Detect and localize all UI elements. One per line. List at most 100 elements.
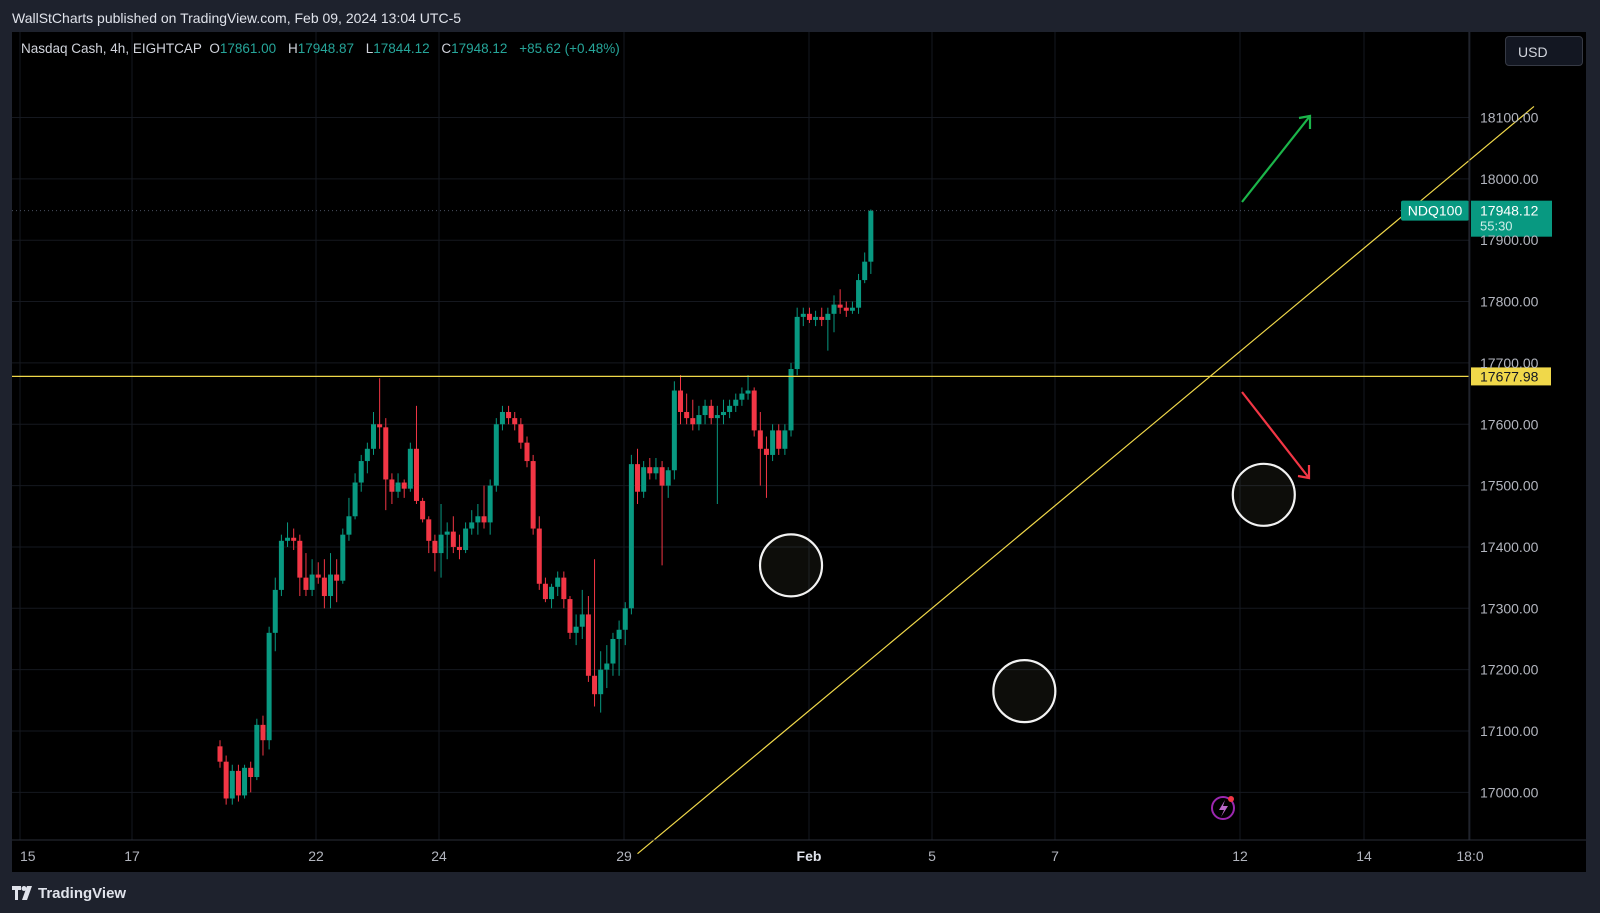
candle-body (708, 405, 714, 419)
candle-body (426, 519, 432, 541)
candle-body (763, 448, 769, 455)
candle-body (272, 589, 278, 633)
chart-area[interactable]: 17677.98 NDQ100 17948.12 55:30 17000.00 1710… (12, 32, 1586, 872)
candle-body (469, 522, 475, 529)
candle-body (856, 280, 862, 308)
grid (12, 32, 1471, 840)
candle-body (598, 669, 604, 695)
candle-body (567, 599, 573, 633)
candle-body (524, 442, 530, 462)
candle-body (794, 316, 800, 370)
candle-body (475, 516, 481, 523)
price-tick-label: 18100.00 (1480, 110, 1539, 126)
candle-body (561, 577, 567, 600)
candle-body (371, 424, 376, 449)
trendline-layer (637, 105, 1535, 855)
price-tick-label: 17700.00 (1480, 355, 1539, 371)
symbol-legend: Nasdaq Cash, 4h, EIGHTCAP O17861.00 H179… (21, 41, 628, 56)
candle-body (530, 461, 536, 529)
candle-body (456, 546, 462, 551)
symbol-tag-label: NDQ100 (1408, 203, 1463, 219)
candle-body (800, 313, 806, 317)
candle-body (432, 540, 438, 554)
candle-body (653, 467, 659, 474)
footer-bar: TradingView (0, 872, 1600, 913)
price-tick-label: 17600.00 (1480, 416, 1539, 432)
notification-dot (1228, 796, 1234, 802)
candle-body (671, 390, 677, 471)
candle-body (782, 430, 788, 449)
price-tick-label: 17100.00 (1480, 723, 1539, 739)
candle-body (647, 467, 653, 474)
price-tick-label: 17300.00 (1480, 600, 1539, 616)
level-price-tag (1471, 367, 1551, 386)
brand-name: TradingView (38, 885, 127, 902)
time-tick-label: 22 (308, 848, 324, 864)
candle-body (315, 574, 321, 578)
candle-body (463, 528, 469, 551)
candle-body (334, 574, 340, 581)
open-label: O (209, 41, 220, 56)
candle-body (438, 534, 444, 554)
candle-body (770, 430, 776, 455)
candle-body (659, 467, 665, 486)
candle-body (229, 770, 235, 799)
highlight-circle (992, 659, 1057, 724)
candle-body (745, 390, 751, 394)
close-value: 17948.12 (451, 41, 508, 56)
time-tick-label: 17 (124, 848, 140, 864)
candle-body (321, 577, 327, 597)
time-tick-label: 12 (1232, 848, 1248, 864)
time-tick-label: 14 (1356, 848, 1372, 864)
price-tick-label: 17400.00 (1480, 539, 1539, 555)
candle-body (610, 638, 616, 664)
low-label: L (365, 41, 374, 56)
candle-body (242, 767, 248, 796)
symbol-tag (1401, 200, 1469, 221)
close-label: C (441, 41, 452, 56)
candle-body (622, 608, 628, 630)
price-axis[interactable]: 17000.00 17100.00 17200.00 17300.00 17400.00… (1468, 32, 1539, 840)
time-tick-label: 7 (1051, 848, 1059, 864)
candle-body (751, 390, 757, 431)
candle-body (518, 424, 524, 443)
candle-body (757, 430, 763, 449)
candle-body (413, 448, 419, 501)
price-tick-label: 18000.00 (1480, 171, 1539, 187)
candle-body (690, 418, 696, 425)
candle-body (395, 482, 401, 492)
candle-body (278, 540, 284, 590)
candle-body (364, 448, 370, 462)
candle-body (813, 316, 819, 320)
candle-body (806, 313, 812, 320)
time-axis[interactable]: 15 17 22 24 29 Feb 5 7 12 14 18:0 (12, 839, 1586, 864)
time-tick-label: 5 (928, 848, 936, 864)
time-tick-label: 15 (20, 848, 36, 864)
publisher-bar: WallStCharts published on TradingView.co… (0, 0, 1600, 32)
candle-body (604, 663, 610, 670)
currency-button[interactable]: USD (1505, 36, 1583, 66)
high-label: H (287, 41, 298, 56)
candle-body (358, 461, 364, 483)
candle-body (641, 467, 647, 492)
time-tick-label: 18:0 (1456, 848, 1483, 864)
arrow-down-head (1297, 465, 1311, 480)
candle-body (260, 724, 266, 741)
candle-body (739, 393, 745, 400)
candle-body (401, 482, 407, 489)
candle-body (309, 574, 315, 590)
last-price-label: 17948.12 (1480, 203, 1539, 219)
candle-body (684, 411, 690, 419)
candle-body (720, 411, 726, 416)
lightning-bolt (1219, 800, 1228, 817)
candle-body (536, 528, 542, 584)
last-price-tag (1471, 200, 1552, 237)
candle-body (499, 411, 505, 425)
candle-body (377, 424, 383, 428)
candle-body (862, 261, 868, 281)
change-value: +85.62 (+0.48%) (519, 41, 620, 56)
candle-body (383, 427, 389, 480)
candle-body (727, 405, 733, 412)
candle-body (819, 316, 825, 320)
